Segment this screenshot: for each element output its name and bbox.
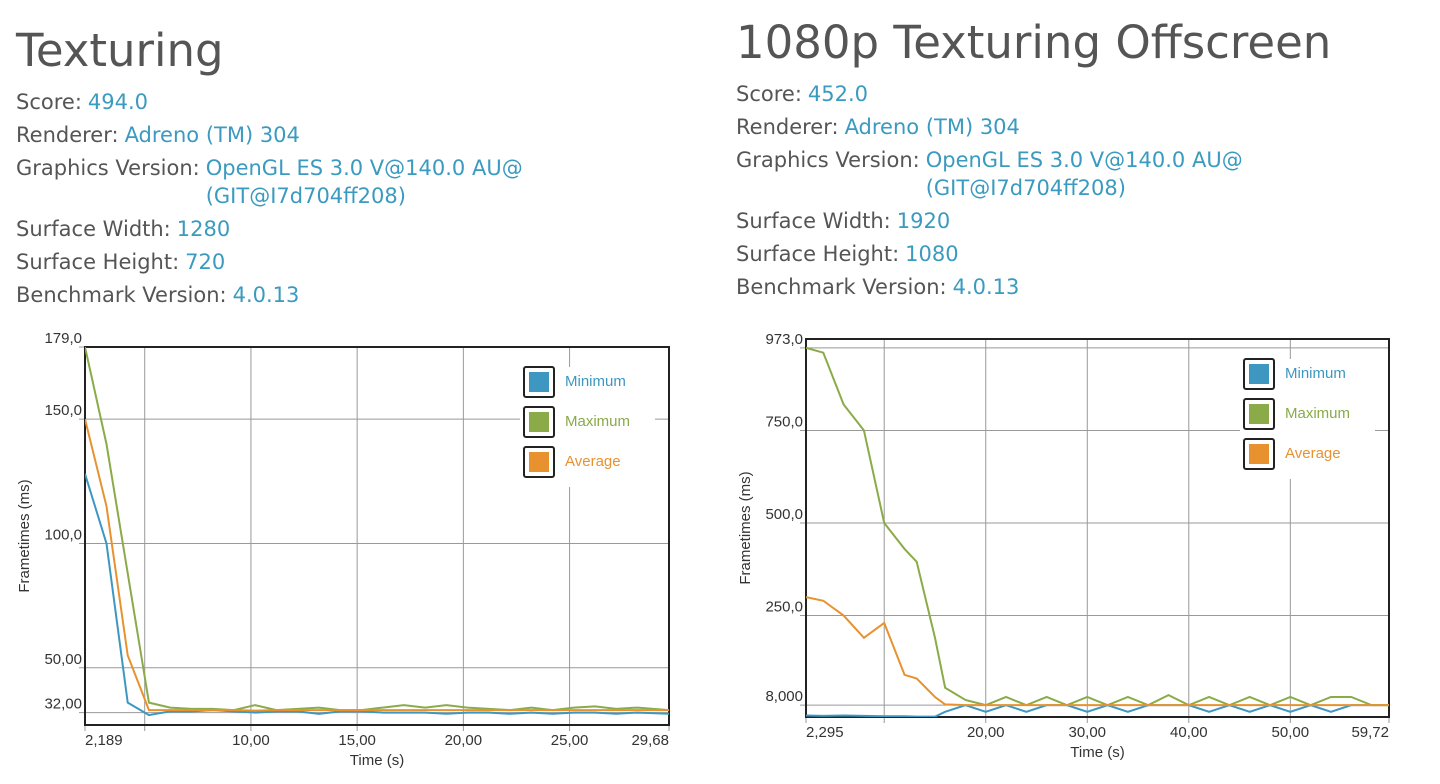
- y-tick-label: 750,0: [765, 413, 803, 430]
- y-axis-label: Frametimes (ms): [737, 471, 754, 584]
- info-row: Renderer: Adreno (TM) 304: [736, 113, 1256, 141]
- title: Texturing: [16, 24, 224, 77]
- y-tick-label: 973,0: [765, 331, 803, 348]
- y-tick-label: 50,00: [44, 651, 82, 668]
- info-label: Renderer:: [16, 123, 119, 147]
- info-label: Benchmark Version:: [736, 275, 947, 299]
- info-row: Surface Width: 1280: [16, 215, 536, 243]
- info-label: Graphics Version:: [736, 148, 920, 172]
- info-label: Renderer:: [736, 115, 839, 139]
- y-tick-label: 32,00: [44, 696, 82, 713]
- y-tick-label: 250,0: [765, 599, 803, 616]
- info-value: 4.0.13: [232, 283, 300, 307]
- y-tick-label: 100,0: [44, 526, 82, 543]
- x-tick-label: 59,72: [1351, 724, 1389, 741]
- info-value: OpenGL ES 3.0 V@140.0 AU@ (GIT@I7d704ff2…: [925, 148, 1243, 200]
- plot-frame: [84, 346, 670, 726]
- info-row: Surface Height: 720: [16, 248, 536, 276]
- legend-label: Minimum: [1285, 365, 1346, 382]
- y-tick-label: 500,0: [765, 506, 803, 523]
- info-value: 720: [185, 250, 226, 274]
- info-label: Graphics Version:: [16, 156, 200, 180]
- info-value: 4.0.13: [952, 275, 1020, 299]
- legend-label: Maximum: [1285, 405, 1350, 422]
- series-line: [85, 473, 669, 717]
- x-tick-label: 10,00: [232, 732, 270, 749]
- info-value: 452.0: [807, 82, 869, 106]
- info-row: Renderer: Adreno (TM) 304: [16, 121, 536, 149]
- info-row: Surface Width: 1920: [736, 207, 1256, 235]
- panel: 1080p Texturing Offscreen Score: 452.0 Rend…: [720, 0, 1440, 784]
- legend-swatch: [1249, 404, 1269, 424]
- chart: 8,000 250,0 500,0 750,0 973,0 2,295 20,00 30,00…: [737, 331, 1390, 761]
- info-label: Surface Height:: [736, 242, 900, 266]
- info-value: 1080: [905, 242, 959, 266]
- legend-label: Maximum: [565, 413, 630, 430]
- info-row: Score: 494.0: [16, 88, 536, 116]
- y-tick-label: 150,0: [44, 402, 82, 419]
- legend-label: Minimum: [565, 373, 626, 390]
- info-row: Score: 452.0: [736, 80, 1256, 108]
- x-tick-label: 2,295: [806, 724, 844, 741]
- x-tick-label: 40,00: [1170, 724, 1208, 741]
- info-label: Score:: [16, 90, 82, 114]
- info-value: 494.0: [87, 90, 149, 114]
- info-value: OpenGL ES 3.0 V@140.0 AU@ (GIT@I7d704ff2…: [205, 156, 523, 208]
- info-label: Score:: [736, 82, 802, 106]
- panel: Texturing Score: 494.0 Renderer: Adreno (TM)…: [16, 24, 670, 769]
- chart: 32,00 50,00 100,0 150,0 179,0 2,189 10,00 15,00…: [16, 330, 670, 769]
- info: Score: 452.0 Renderer: Adreno (TM) 304 Graph…: [736, 80, 1256, 306]
- series-line: [85, 418, 669, 712]
- x-tick-label: 20,00: [967, 724, 1005, 741]
- legend-label: Average: [565, 453, 621, 470]
- x-axis-label: Time (s): [350, 752, 404, 769]
- legend-swatch: [529, 452, 549, 472]
- x-tick-label: 15,00: [338, 732, 376, 749]
- legend-swatch: [1249, 444, 1269, 464]
- x-tick-label: 30,00: [1068, 724, 1106, 741]
- info-row: Graphics Version: OpenGL ES 3.0 V@140.0 A…: [736, 146, 1256, 202]
- legend-swatch: [529, 412, 549, 432]
- x-tick-label: 25,00: [551, 732, 589, 749]
- series-line: [85, 347, 669, 712]
- series-line: [806, 346, 1389, 707]
- info-label: Surface Width:: [736, 209, 891, 233]
- info-value: 1920: [896, 209, 951, 233]
- info-row: Graphics Version: OpenGL ES 3.0 V@140.0 A…: [16, 154, 536, 210]
- x-tick-label: 50,00: [1272, 724, 1310, 741]
- info: Score: 494.0 Renderer: Adreno (TM) 304 Graph…: [16, 88, 536, 314]
- legend-swatch: [529, 372, 549, 392]
- series-line: [806, 704, 1389, 717]
- info-value: 1280: [176, 217, 231, 241]
- legend-swatch: [1249, 364, 1269, 384]
- y-tick-label: 8,000: [765, 688, 803, 705]
- x-tick-label: 20,00: [445, 732, 483, 749]
- x-tick-label: 29,68: [631, 732, 669, 749]
- info-row: Surface Height: 1080: [736, 240, 1256, 268]
- title: 1080p Texturing Offscreen: [736, 16, 1332, 69]
- info-value: Adreno (TM) 304: [844, 115, 1020, 139]
- info-row: Benchmark Version: 4.0.13: [16, 281, 536, 309]
- legend-label: Average: [1285, 445, 1341, 462]
- info-label: Benchmark Version:: [16, 283, 227, 307]
- series-line: [806, 596, 1389, 707]
- y-axis-label: Frametimes (ms): [16, 479, 33, 592]
- x-tick-label: 2,189: [85, 732, 123, 749]
- x-axis-label: Time (s): [1070, 744, 1124, 761]
- info-label: Surface Height:: [16, 250, 180, 274]
- info-row: Benchmark Version: 4.0.13: [736, 273, 1256, 301]
- y-tick-label: 179,0: [44, 330, 82, 347]
- info-label: Surface Width:: [16, 217, 171, 241]
- plot-frame: [805, 338, 1390, 718]
- info-value: Adreno (TM) 304: [124, 123, 300, 147]
